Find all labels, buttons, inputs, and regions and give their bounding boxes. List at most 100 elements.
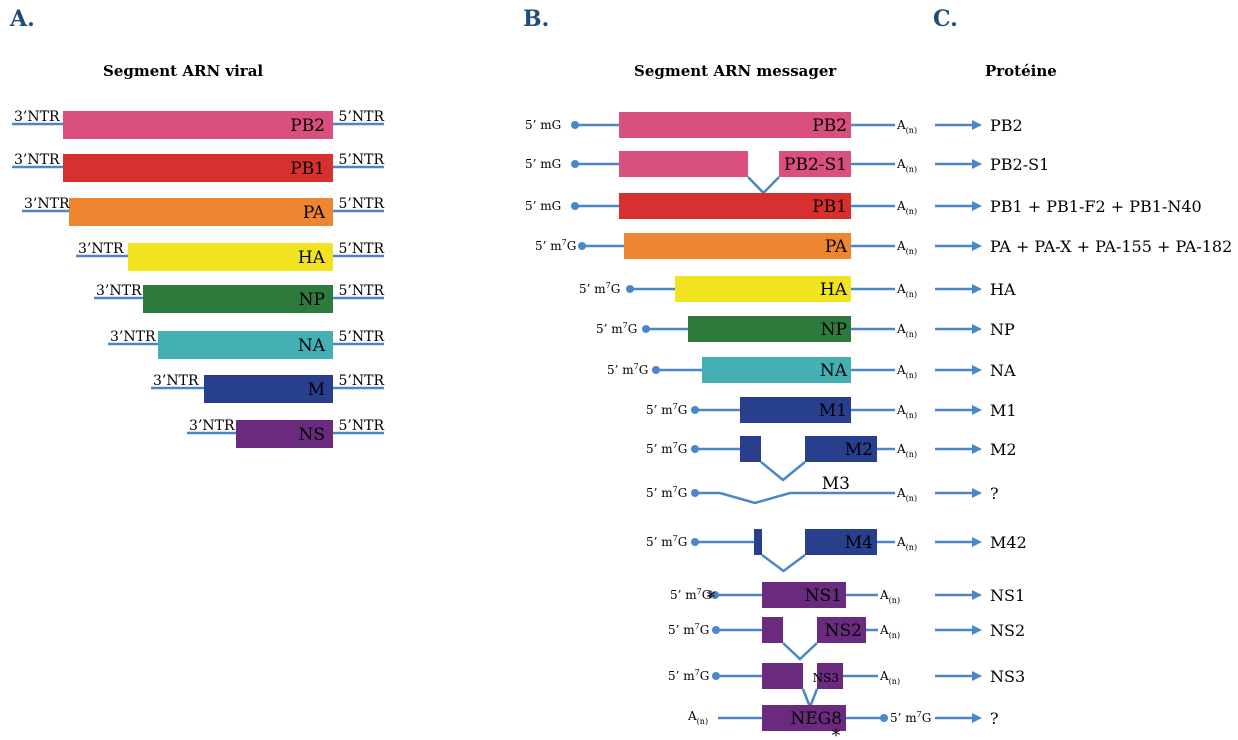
asterisk-mark: * [832, 726, 841, 740]
mrna-row-ns3: 5’ m7G A(n) NS3 NS3 [668, 663, 1025, 711]
polya-label: A(n) [896, 282, 917, 299]
ntr3-label: 3’NTR [14, 152, 60, 168]
splice-line [782, 642, 818, 661]
arrow-head [972, 444, 982, 454]
arrow-head [972, 241, 982, 251]
ntr5-label: 5’NTR [339, 241, 385, 257]
transcript-label: M4 [845, 533, 873, 553]
transcript-label: NP [821, 320, 847, 340]
arrow-head [972, 625, 982, 635]
splice-line [761, 553, 806, 573]
viral-segment-ns: NS 3’NTR 5’NTR [187, 418, 384, 448]
exon-block [762, 582, 846, 608]
transcript-label: NEG8 [790, 709, 842, 729]
transcript-label: PB1 [812, 197, 847, 217]
splice-line [760, 461, 806, 482]
cap-label: 5’ m7G [646, 534, 687, 549]
cap-label: 5’ m7G [668, 622, 709, 637]
transcript-label: M3 [822, 474, 850, 494]
exon-block [740, 436, 761, 462]
segment-label: HA [298, 248, 326, 268]
cap-label: 5’ m7G [535, 238, 576, 253]
exon-block [805, 529, 877, 555]
exon-block [688, 316, 851, 342]
segment-label: NP [299, 290, 325, 310]
mrna-row-pb2: 5’ mG A(n) PB2 PB2 [525, 112, 1023, 138]
arrow-head [972, 324, 982, 334]
exon-block [762, 617, 783, 643]
polya-label: A(n) [896, 118, 917, 135]
splice-line [801, 688, 819, 711]
arrow-head [972, 284, 982, 294]
cap-label: 5’ m7G [646, 441, 687, 456]
polya-label: A(n) [879, 669, 900, 686]
polya-label: A(n) [687, 709, 708, 726]
ntr3-label: 3’NTR [96, 283, 142, 299]
segment-label: PB1 [290, 159, 325, 179]
protein-label: NS1 [990, 586, 1025, 605]
protein-label: PB2 [990, 116, 1023, 135]
ntr5-label: 5’NTR [339, 418, 385, 434]
segment-bar [63, 111, 333, 139]
protein-label: PA + PA-X + PA-155 + PA-182 [990, 237, 1232, 256]
segment-label: M [308, 380, 325, 400]
ntr5-label: 5’NTR [339, 283, 385, 299]
exon-block [619, 151, 748, 177]
splice-line [719, 491, 791, 505]
protein-label: NA [990, 361, 1016, 380]
ntr5-label: 5’NTR [339, 329, 385, 345]
heading-protein: Protéine [985, 62, 1057, 80]
transcript-label: NS1 [805, 586, 842, 606]
transcript-label: HA [820, 280, 848, 300]
segment-bar [236, 420, 333, 448]
segment-label: PB2 [290, 116, 325, 136]
exon-block [817, 617, 866, 643]
segment-bar [143, 285, 333, 313]
arrow-head [972, 365, 982, 375]
arrow-head [972, 671, 982, 681]
cap-label: 5’ m7G [646, 402, 687, 417]
exon-block [817, 663, 843, 689]
polya-label: A(n) [896, 199, 917, 216]
transcript-label: PB2 [812, 116, 847, 136]
transcript-label: M1 [819, 401, 847, 421]
protein-label: M1 [990, 401, 1017, 420]
ntr3-label: 3’NTR [14, 109, 60, 125]
mrna-row-m1: 5’ m7G A(n) M1 M1 [646, 397, 1017, 423]
protein-label: M42 [990, 533, 1027, 552]
exon-block [805, 436, 877, 462]
splice-line [747, 176, 780, 195]
heading-viral-segment: Segment ARN viral [103, 62, 263, 80]
mrna-row-ns2: 5’ m7G A(n) NS2 NS2 [668, 617, 1025, 661]
cap-label: 5’ m7G [646, 485, 687, 500]
ntr3-label: 3’NTR [110, 329, 156, 345]
polya-label: A(n) [896, 442, 917, 459]
cap-label: 5’ m7G [607, 362, 648, 377]
protein-label: ? [990, 709, 999, 728]
polya-label: A(n) [896, 486, 917, 503]
viral-segment-m: M 3’NTR 5’NTR [151, 373, 384, 403]
panel-a-label: A. [9, 6, 35, 32]
mrna-row-ha: 5’ m7G A(n) HA HA [579, 276, 1016, 302]
mrna-row-pb1: 5’ mG A(n) PB1 PB1 + PB1-F2 + PB1-N40 [525, 193, 1202, 219]
mrna-row-m4: 5’ m7G A(n) M4 M42 [646, 529, 1027, 573]
exon-block [619, 112, 851, 138]
panel-b-label: B. [523, 6, 549, 32]
viral-segment-np: NP 3’NTR 5’NTR [94, 283, 384, 313]
segment-bar [128, 243, 333, 271]
mrna-row-pa: 5’ m7G A(n) PA PA + PA-X + PA-155 + PA-182 [535, 233, 1232, 259]
protein-label: PB2-S1 [990, 155, 1049, 174]
exon-block [779, 151, 851, 177]
arrow-head [972, 405, 982, 415]
ntr3-label: 3’NTR [189, 418, 235, 434]
segment-bar [204, 375, 333, 403]
arrow-head [972, 159, 982, 169]
polya-label: A(n) [879, 623, 900, 640]
arrow-head [972, 201, 982, 211]
arrow-head [972, 590, 982, 600]
mrna-row-pb2-s1: 5’ mG A(n) PB2-S1 PB2-S1 [525, 151, 1049, 195]
protein-label: HA [990, 280, 1016, 299]
transcript-label: M2 [845, 440, 873, 460]
ntr3-label: 3’NTR [78, 241, 124, 257]
